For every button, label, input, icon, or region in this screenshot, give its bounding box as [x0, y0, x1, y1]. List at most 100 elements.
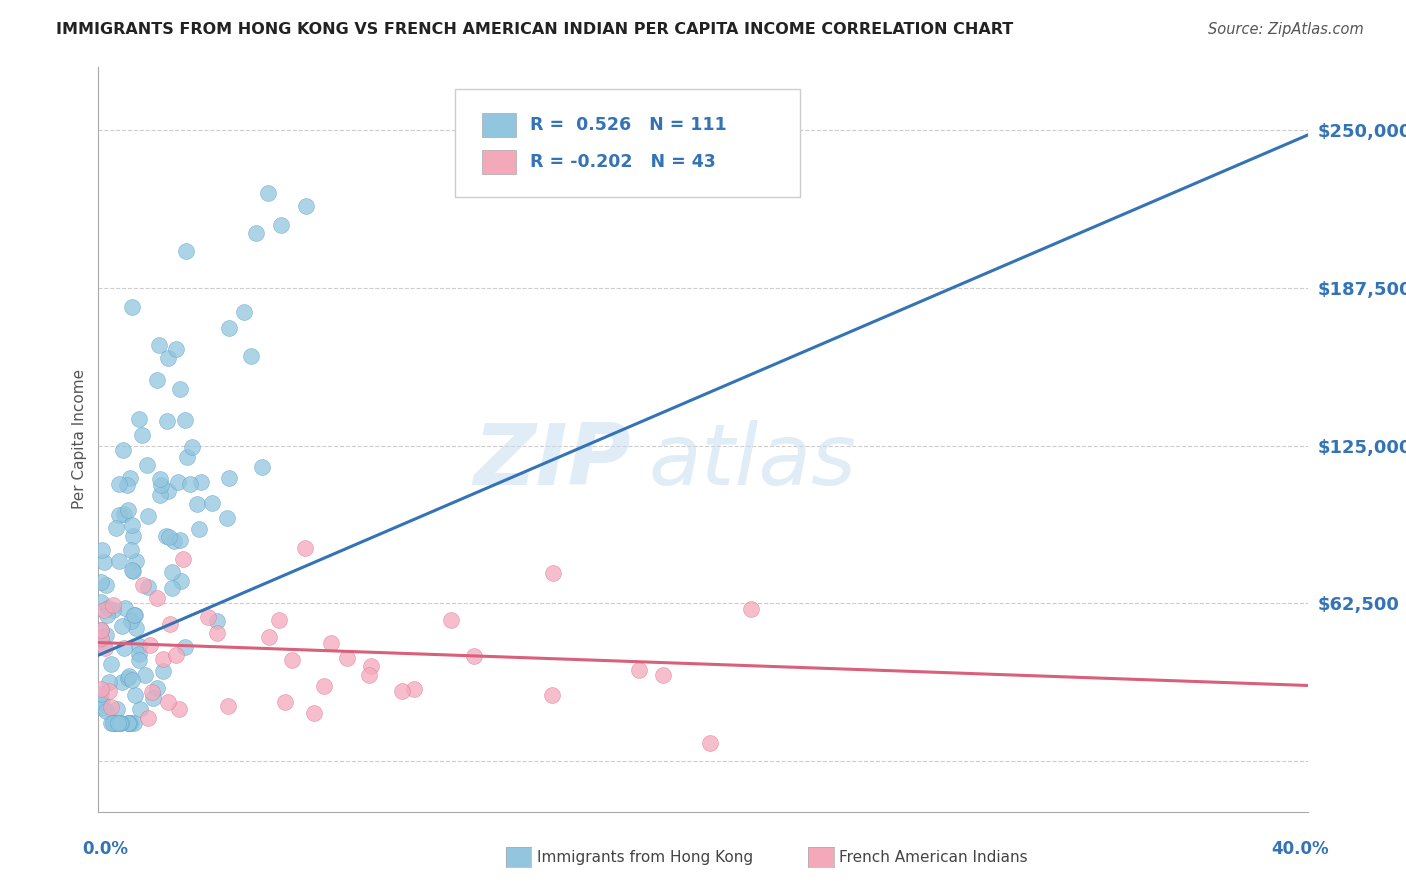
Point: [124, 688, 146, 702]
Point: [218, 321, 240, 335]
Point: [205, 625, 228, 640]
Point: [107, 716, 129, 731]
Point: [90, 631, 112, 645]
Point: [118, 471, 141, 485]
Point: [124, 608, 146, 623]
Point: [117, 716, 139, 731]
Point: [136, 711, 159, 725]
Point: [122, 529, 145, 543]
Point: [105, 716, 128, 731]
Point: [156, 351, 179, 366]
Point: [128, 652, 150, 666]
Point: [101, 598, 124, 612]
Text: French American Indians: French American Indians: [839, 850, 1028, 864]
Point: [112, 507, 135, 521]
Point: [90, 687, 112, 701]
Point: [160, 565, 183, 579]
Point: [273, 695, 295, 709]
Text: atlas: atlas: [648, 420, 856, 503]
Point: [134, 668, 156, 682]
Point: [169, 382, 191, 396]
Point: [111, 674, 134, 689]
Point: [152, 651, 174, 665]
Point: [257, 630, 280, 644]
Point: [141, 685, 163, 699]
Text: R = -0.202   N = 43: R = -0.202 N = 43: [530, 153, 716, 171]
Point: [90, 632, 112, 647]
Point: [96, 578, 118, 592]
Point: [627, 663, 650, 677]
Point: [136, 580, 159, 594]
Point: [295, 199, 318, 213]
Point: [174, 413, 197, 427]
Point: [121, 564, 143, 578]
Point: [121, 300, 143, 314]
Point: [256, 186, 278, 200]
Point: [105, 521, 128, 535]
Point: [120, 614, 142, 628]
Point: [146, 373, 169, 387]
Point: [336, 651, 359, 665]
Point: [110, 716, 132, 731]
Point: [152, 664, 174, 678]
Point: [122, 608, 145, 623]
Point: [156, 414, 179, 428]
Point: [149, 478, 172, 492]
Point: [245, 226, 267, 240]
Point: [239, 349, 262, 363]
Point: [138, 508, 160, 523]
Point: [112, 442, 135, 457]
Point: [112, 640, 135, 655]
Point: [108, 716, 131, 731]
Point: [90, 623, 112, 637]
Point: [142, 691, 165, 706]
Point: [170, 574, 193, 588]
Point: [100, 716, 122, 731]
Point: [172, 551, 194, 566]
Text: 40.0%: 40.0%: [1272, 840, 1329, 858]
Point: [540, 688, 562, 702]
Point: [91, 701, 114, 715]
Point: [157, 530, 180, 544]
Point: [148, 472, 170, 486]
Point: [176, 450, 198, 464]
Point: [121, 563, 143, 577]
Point: [174, 640, 197, 654]
Point: [205, 615, 228, 629]
Point: [187, 522, 209, 536]
Point: [402, 682, 425, 697]
Point: [114, 600, 136, 615]
Point: [121, 673, 143, 688]
Point: [94, 627, 117, 641]
Point: [131, 427, 153, 442]
Point: [125, 554, 148, 568]
Point: [132, 578, 155, 592]
Point: [136, 458, 159, 472]
Point: [120, 543, 142, 558]
Point: [90, 623, 112, 637]
Point: [97, 600, 120, 615]
Text: Source: ZipAtlas.com: Source: ZipAtlas.com: [1208, 22, 1364, 37]
Point: [740, 602, 762, 616]
Point: [128, 412, 150, 426]
Point: [111, 619, 134, 633]
Point: [139, 638, 162, 652]
Point: [201, 495, 224, 509]
Point: [93, 555, 115, 569]
Point: [148, 337, 170, 351]
Point: [181, 441, 204, 455]
Point: [217, 699, 239, 714]
Text: Immigrants from Hong Kong: Immigrants from Hong Kong: [537, 850, 754, 864]
Point: [121, 518, 143, 533]
FancyBboxPatch shape: [456, 89, 800, 197]
Point: [118, 668, 141, 682]
Point: [105, 702, 128, 716]
Point: [233, 305, 256, 319]
Point: [100, 700, 122, 714]
Point: [117, 503, 139, 517]
Point: [155, 529, 177, 543]
Point: [174, 244, 197, 258]
Point: [98, 684, 121, 698]
Point: [652, 668, 675, 682]
Point: [98, 675, 121, 690]
